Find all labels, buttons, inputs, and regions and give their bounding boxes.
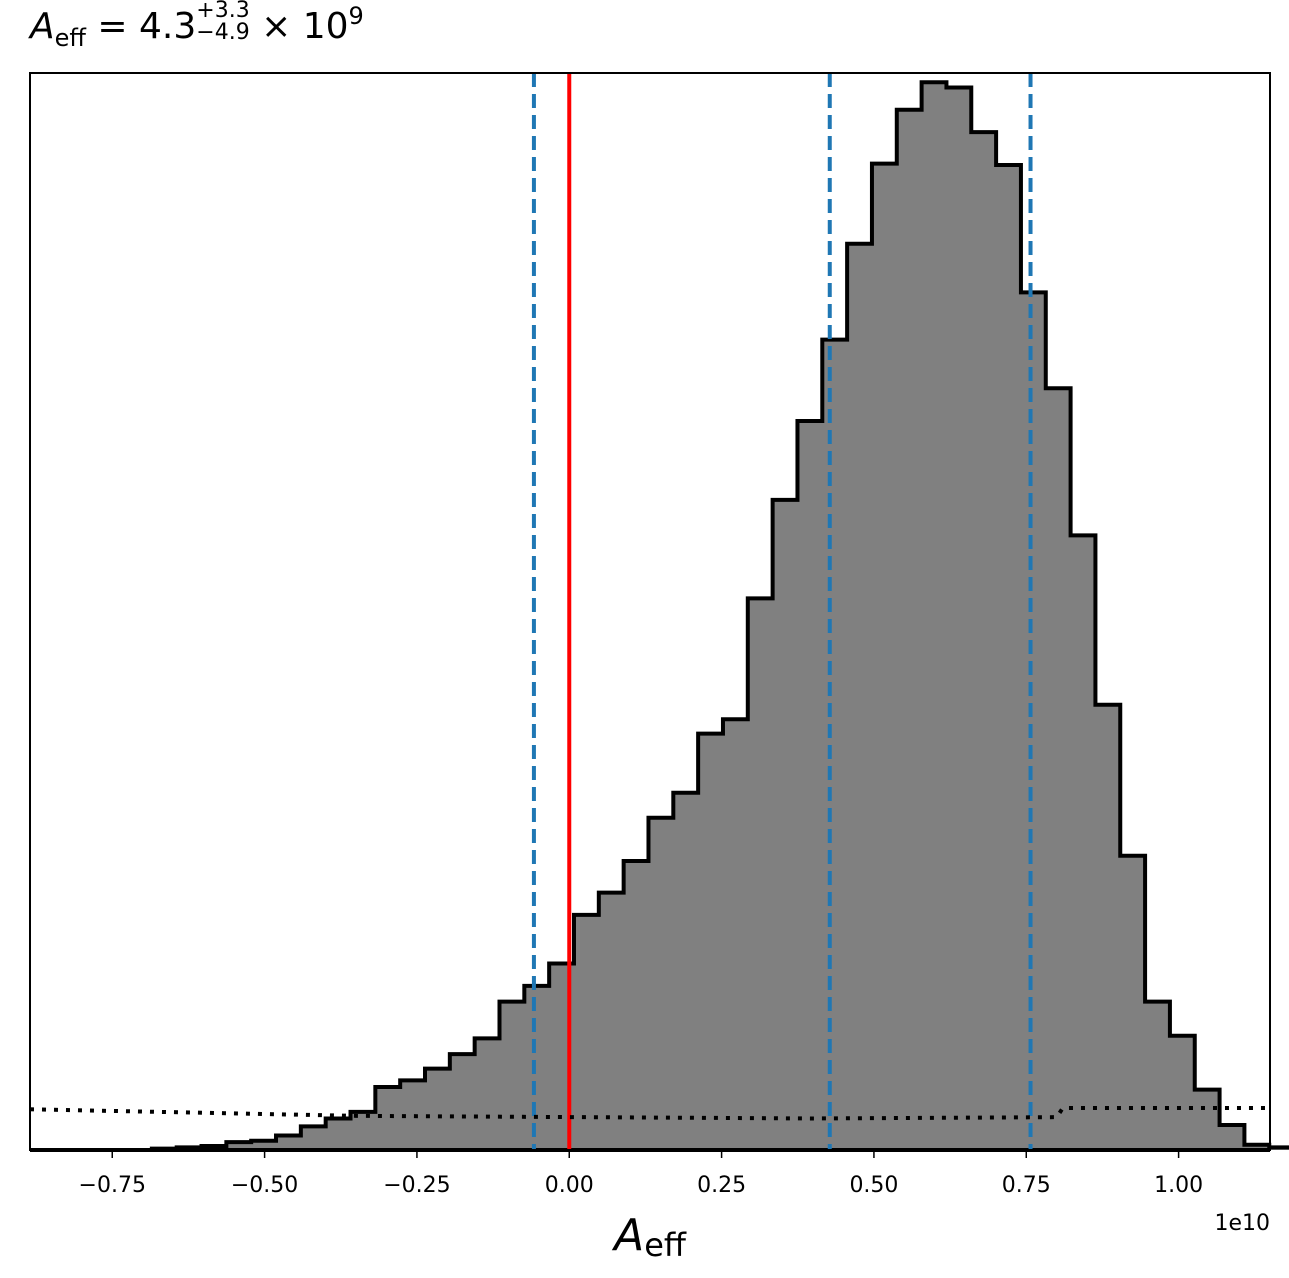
histogram-bar: [524, 985, 550, 1150]
histogram-bar: [623, 861, 649, 1150]
histogram-bar: [226, 1142, 252, 1150]
histogram-bar: [425, 1068, 451, 1150]
x-tick-label: 1.00: [1154, 1173, 1203, 1198]
histogram-bar: [300, 1126, 327, 1150]
histogram-bar: [499, 1001, 525, 1150]
histogram-bar: [996, 164, 1022, 1150]
histogram-bar: [772, 499, 798, 1150]
x-axis-label-symbol: A: [611, 1210, 644, 1261]
x-tick-label: 0.00: [545, 1173, 594, 1198]
title-times: × 10: [249, 6, 349, 47]
x-axis-ticks: −0.75 −0.50 −0.25 0.00 0.25 0.50 0.75 1.00: [79, 1150, 1203, 1198]
histogram-bar: [921, 82, 947, 1151]
x-tick-label: −0.50: [231, 1173, 298, 1198]
histogram-bar: [1169, 1035, 1196, 1150]
x-tick-label: −0.25: [383, 1173, 450, 1198]
histogram-bar: [822, 339, 848, 1150]
histogram-bar: [797, 421, 823, 1150]
histogram-bar: [871, 163, 898, 1150]
title-symbol: A: [30, 6, 55, 47]
title-error-plus: +3.3: [196, 0, 250, 23]
histogram-bar: [747, 598, 774, 1150]
histogram-bar: [598, 892, 625, 1150]
histogram-bar: [251, 1140, 277, 1150]
histogram-bar: [1095, 704, 1121, 1150]
histogram-bar: [722, 719, 749, 1150]
histogram-bar: [896, 109, 923, 1150]
histogram-bar: [276, 1135, 302, 1150]
histogram-bar: [350, 1111, 376, 1150]
title-value: = 4.3: [85, 6, 197, 47]
histogram-bar: [1194, 1089, 1221, 1150]
histogram-bar: [1145, 1001, 1171, 1150]
x-tick-label: 0.75: [1002, 1173, 1051, 1198]
reference-lines: [29, 73, 1270, 1150]
title-symbol-subscript: eff: [54, 24, 86, 52]
histogram-bar: [1120, 855, 1146, 1150]
histogram-bar: [1244, 1144, 1270, 1150]
x-axis-offset-label: 1e10: [1214, 1211, 1270, 1236]
histogram-bar: [449, 1054, 476, 1150]
x-tick-label: −0.75: [79, 1173, 146, 1198]
histogram-outline: [149, 80, 1289, 1151]
plot-frame: [29, 72, 1271, 1151]
histogram-bar: [971, 132, 997, 1151]
title-error-minus: −4.9: [196, 20, 250, 45]
histogram-bar: [648, 817, 674, 1150]
histogram-bar: [1070, 535, 1096, 1150]
histogram-bar: [325, 1118, 352, 1150]
title-exponent: 9: [348, 2, 364, 30]
histogram-bar: [847, 243, 873, 1150]
histogram-bar: [1045, 388, 1072, 1151]
histogram-bar: [1219, 1125, 1245, 1150]
chart-title: Aeff = 4.3 +3.3 −4.9 × 109: [30, 0, 364, 52]
histogram-bar: [375, 1086, 401, 1150]
histogram-bar: [946, 87, 972, 1151]
x-tick-label: 0.50: [849, 1173, 898, 1198]
title-errors: +3.3 −4.9: [196, 0, 249, 44]
histogram-bar: [573, 914, 600, 1150]
histogram-bars: [30, 80, 1289, 1152]
x-axis-label: Aeff: [611, 1210, 687, 1264]
histogram-bar: [474, 1038, 500, 1150]
histogram-bar: [1020, 292, 1047, 1151]
histogram-bar: [673, 792, 699, 1150]
histogram-bar: [698, 733, 724, 1150]
x-tick-label: 0.25: [697, 1173, 746, 1198]
x-axis-label-subscript: eff: [644, 1226, 687, 1264]
